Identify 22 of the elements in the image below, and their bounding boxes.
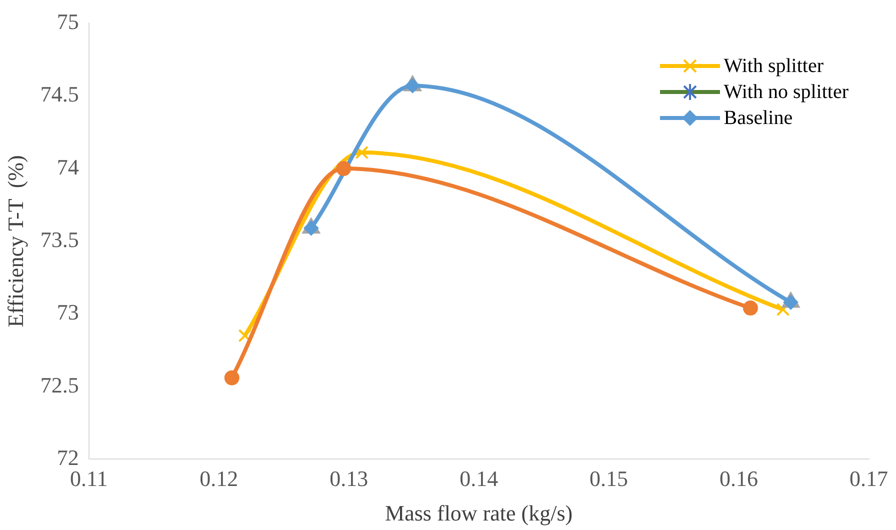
x-tick-label: 0.13 [330, 466, 368, 492]
point [224, 370, 240, 386]
y-axis-title: Efficiency T-T (%) [2, 155, 28, 328]
point [336, 161, 352, 176]
point [776, 302, 790, 316]
x-axis-title: Mass flow rate (kg/s) [385, 500, 573, 526]
y-tick-label: 73 [56, 300, 79, 325]
x-tick-label: 0.16 [720, 466, 758, 492]
x-tick-label: 0.15 [590, 466, 628, 492]
point [355, 146, 369, 160]
y-tick-label: 74 [56, 154, 79, 180]
y-tick-label: 73.5 [40, 226, 79, 252]
x-tick-label: 0.17 [850, 466, 888, 492]
legend-label: With no splitter [724, 80, 848, 106]
y-tick-label: 75 [56, 8, 79, 34]
y-tick-label: 72.5 [40, 372, 79, 398]
legend-label: Baseline [724, 106, 793, 132]
x-tick-label: 0.12 [200, 466, 238, 492]
legend-label: With splitter [724, 54, 824, 80]
x-tick-label: 0.14 [460, 466, 498, 492]
y-tick-label: 74.5 [40, 82, 79, 107]
point [742, 300, 758, 316]
